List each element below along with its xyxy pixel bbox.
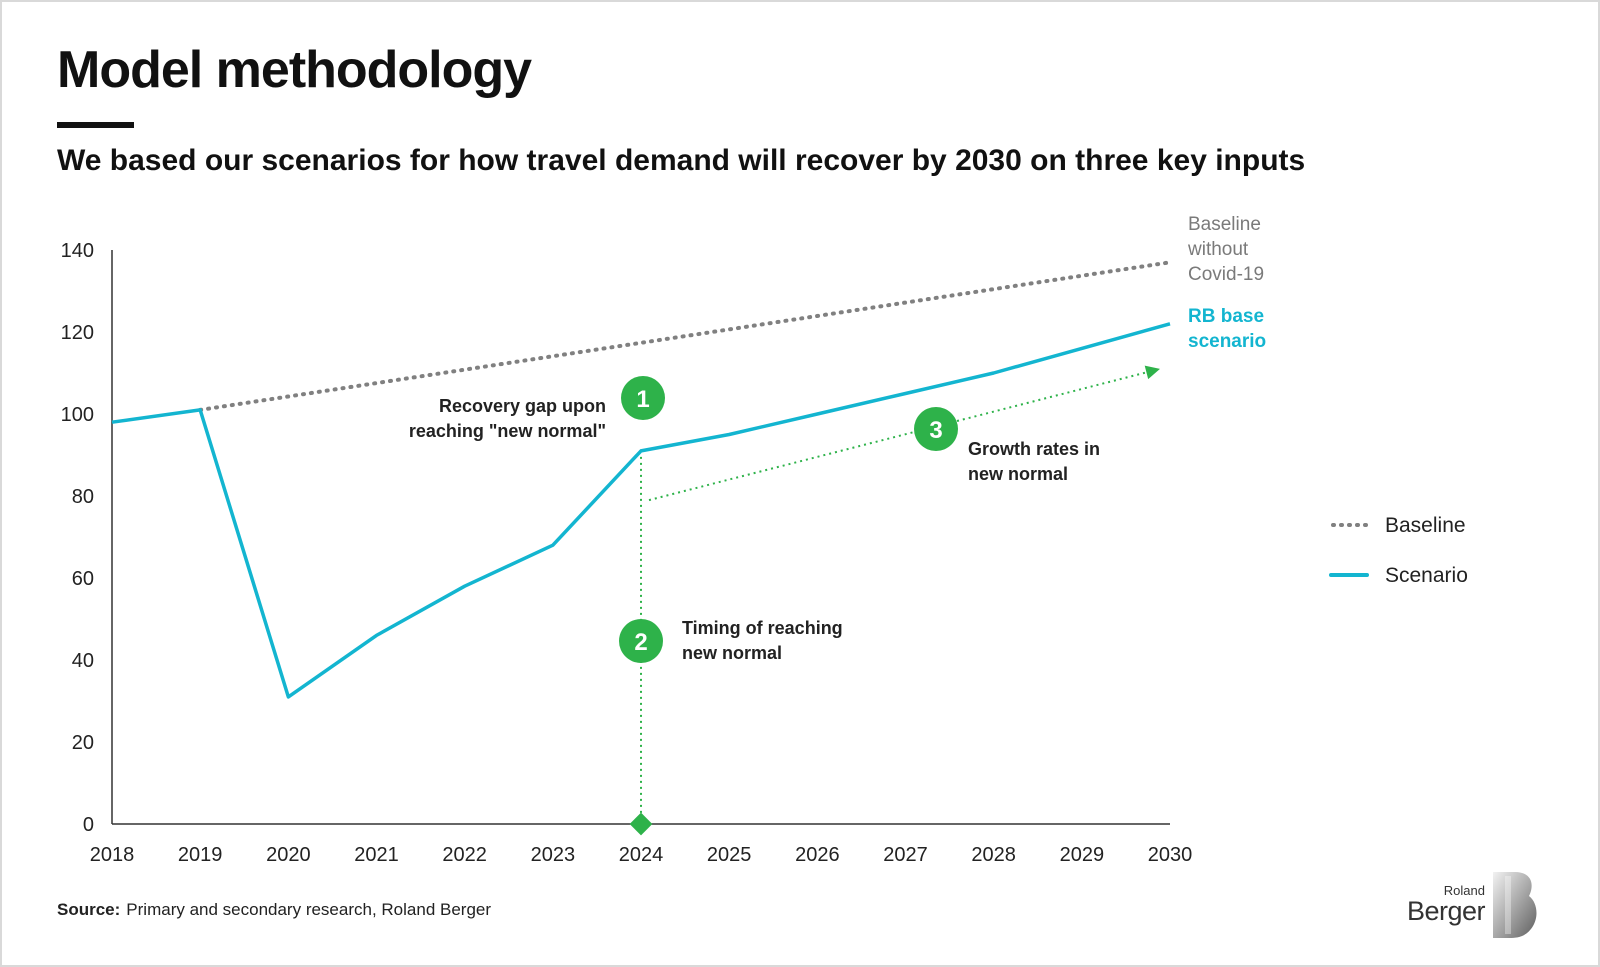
y-tick-label: 80	[72, 486, 94, 508]
source-note: Source: Primary and secondary research, R…	[57, 900, 491, 920]
logo-wordmark-berger: Berger	[1406, 896, 1486, 926]
annotation-1-line-1: Recovery gap upon	[439, 396, 606, 416]
growth-rate-arrowhead	[1144, 365, 1160, 380]
scenario-end-label-line-2: scenario	[1188, 331, 1266, 352]
annotation-3-line-2: new normal	[968, 464, 1068, 484]
source-label: Source:	[57, 900, 121, 919]
x-tick-label: 2028	[971, 844, 1016, 866]
annotation-2-line-2: new normal	[682, 643, 782, 663]
page-subtitle: We based our scenarios for how travel de…	[57, 144, 1306, 177]
x-tick-label: 2022	[442, 844, 487, 866]
baseline-end-label-line-1: Baseline	[1188, 214, 1261, 235]
y-tick-label: 120	[61, 322, 94, 344]
annotation-1-line-2: reaching "new normal"	[409, 421, 606, 441]
legend-label-baseline: Baseline	[1385, 514, 1466, 537]
x-tick-label: 2021	[354, 844, 399, 866]
growth-rate-arrow-line	[648, 367, 1161, 502]
x-tick-label: 2023	[531, 844, 576, 866]
x-tick-label: 2024	[619, 844, 664, 866]
y-tick-label: 140	[61, 240, 94, 262]
series-line-baseline	[198, 260, 1172, 412]
badge-2-number: 2	[634, 629, 647, 656]
y-tick-label: 40	[72, 650, 94, 672]
badge-3-circle	[914, 407, 958, 451]
y-tick-label: 20	[72, 732, 94, 754]
x-tick-label: 2030	[1148, 844, 1193, 866]
source-text: Primary and secondary research, Roland B…	[126, 900, 492, 919]
y-tick-label: 100	[61, 404, 94, 426]
x-tick-label: 2018	[90, 844, 135, 866]
baseline-end-label-line-3: Covid-19	[1188, 264, 1264, 285]
x-tick-label: 2029	[1060, 844, 1105, 866]
badge-3-number: 3	[929, 417, 942, 444]
new-normal-diamond-marker	[629, 812, 653, 836]
x-tick-label: 2027	[883, 844, 928, 866]
roland-berger-logo: Roland Berger	[1397, 868, 1547, 942]
legend-label-scenario: Scenario	[1385, 564, 1468, 587]
annotation-2-line-1: Timing of reaching	[682, 618, 843, 638]
annotation-3-line-1: Growth rates in	[968, 439, 1100, 459]
logo-b-icon	[1493, 872, 1537, 938]
badge-1-number: 1	[636, 386, 649, 413]
badge-2-circle	[619, 619, 663, 663]
badge-1-circle	[621, 376, 665, 420]
series-line-scenario	[111, 322, 1171, 699]
x-tick-label: 2026	[795, 844, 840, 866]
page-title: Model methodology	[57, 41, 532, 99]
x-tick-label: 2020	[266, 844, 311, 866]
logo-wordmark-roland: Roland	[1443, 883, 1485, 898]
y-tick-label: 0	[83, 814, 94, 836]
scenario-end-label-line-1: RB base	[1188, 306, 1264, 327]
x-tick-label: 2019	[178, 844, 223, 866]
title-underline	[57, 122, 134, 128]
y-tick-label: 60	[72, 568, 94, 590]
x-tick-label: 2025	[707, 844, 752, 866]
baseline-end-label-line-2: without	[1187, 239, 1249, 260]
